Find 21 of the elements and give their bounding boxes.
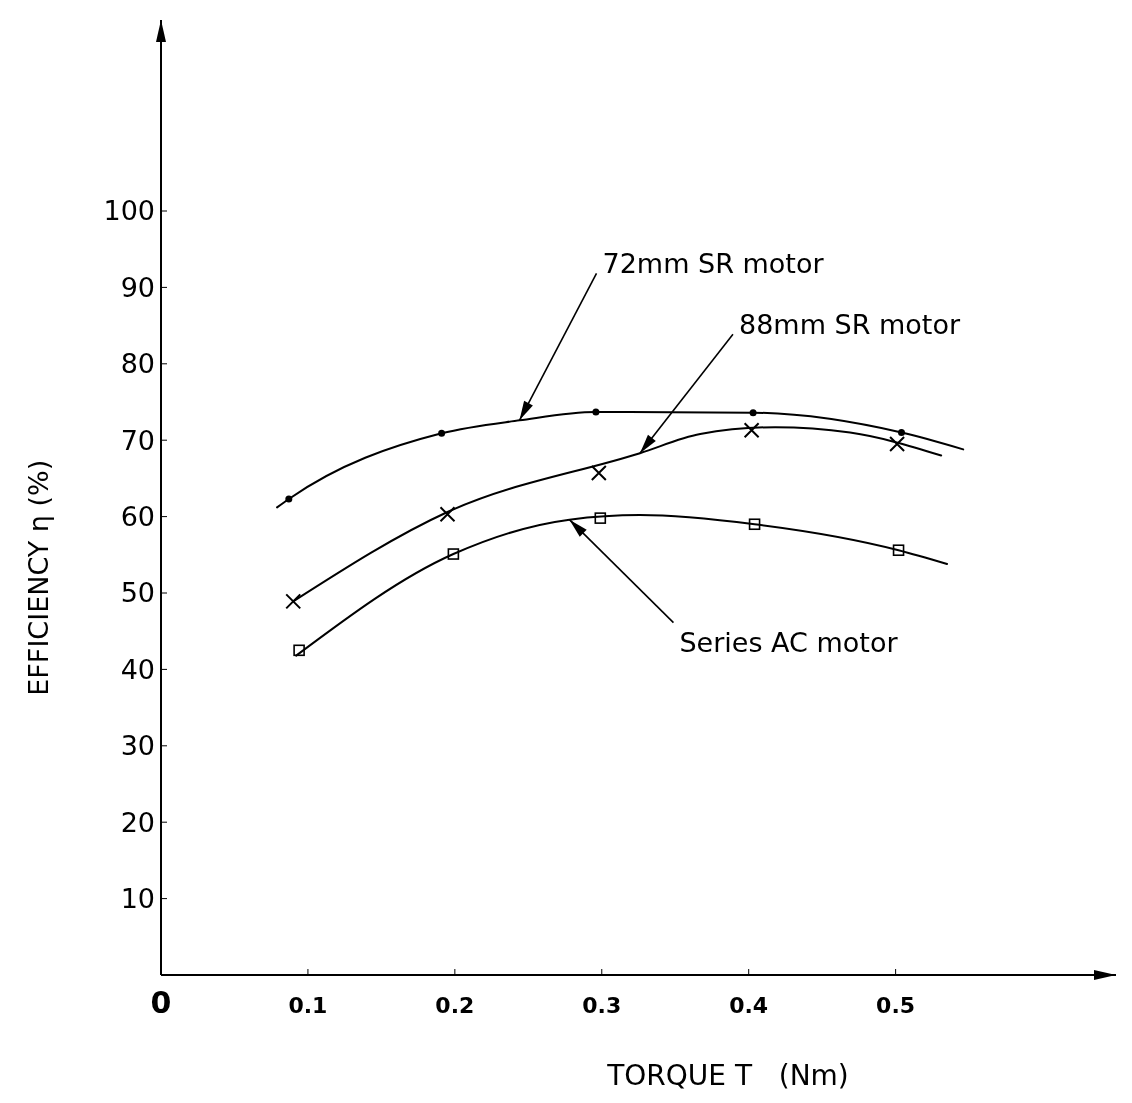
y-tick-label: 70	[120, 424, 155, 456]
y-tick-label: 100	[103, 195, 155, 227]
y-tick-label: 30	[120, 730, 155, 762]
annotation: 88mm SR motor	[738, 308, 961, 340]
annotation: Series AC motor	[679, 627, 899, 659]
y-tick-label: 90	[120, 271, 155, 303]
y-tick-label: 40	[120, 653, 155, 685]
x-tick-label: 0.4	[729, 993, 769, 1018]
y-tick-label: 80	[120, 348, 155, 380]
y-axis-title: EFFICIENCY η (%)	[23, 459, 54, 696]
y-tick-label: 20	[120, 806, 155, 838]
y-tick-label: 60	[120, 501, 155, 533]
y-tick-label: 10	[120, 883, 155, 915]
x-tick-label: 0.5	[876, 993, 916, 1018]
x-axis-title: TORQUE T (Nm)	[606, 1059, 849, 1092]
x-tick-label: 0	[150, 985, 172, 1020]
x-tick-label: 0.2	[435, 993, 475, 1018]
annotation: 72mm SR motor	[602, 247, 825, 279]
y-tick-label: 50	[120, 577, 155, 609]
x-tick-label: 0.1	[288, 993, 328, 1018]
x-tick-label: 0.3	[582, 993, 622, 1018]
